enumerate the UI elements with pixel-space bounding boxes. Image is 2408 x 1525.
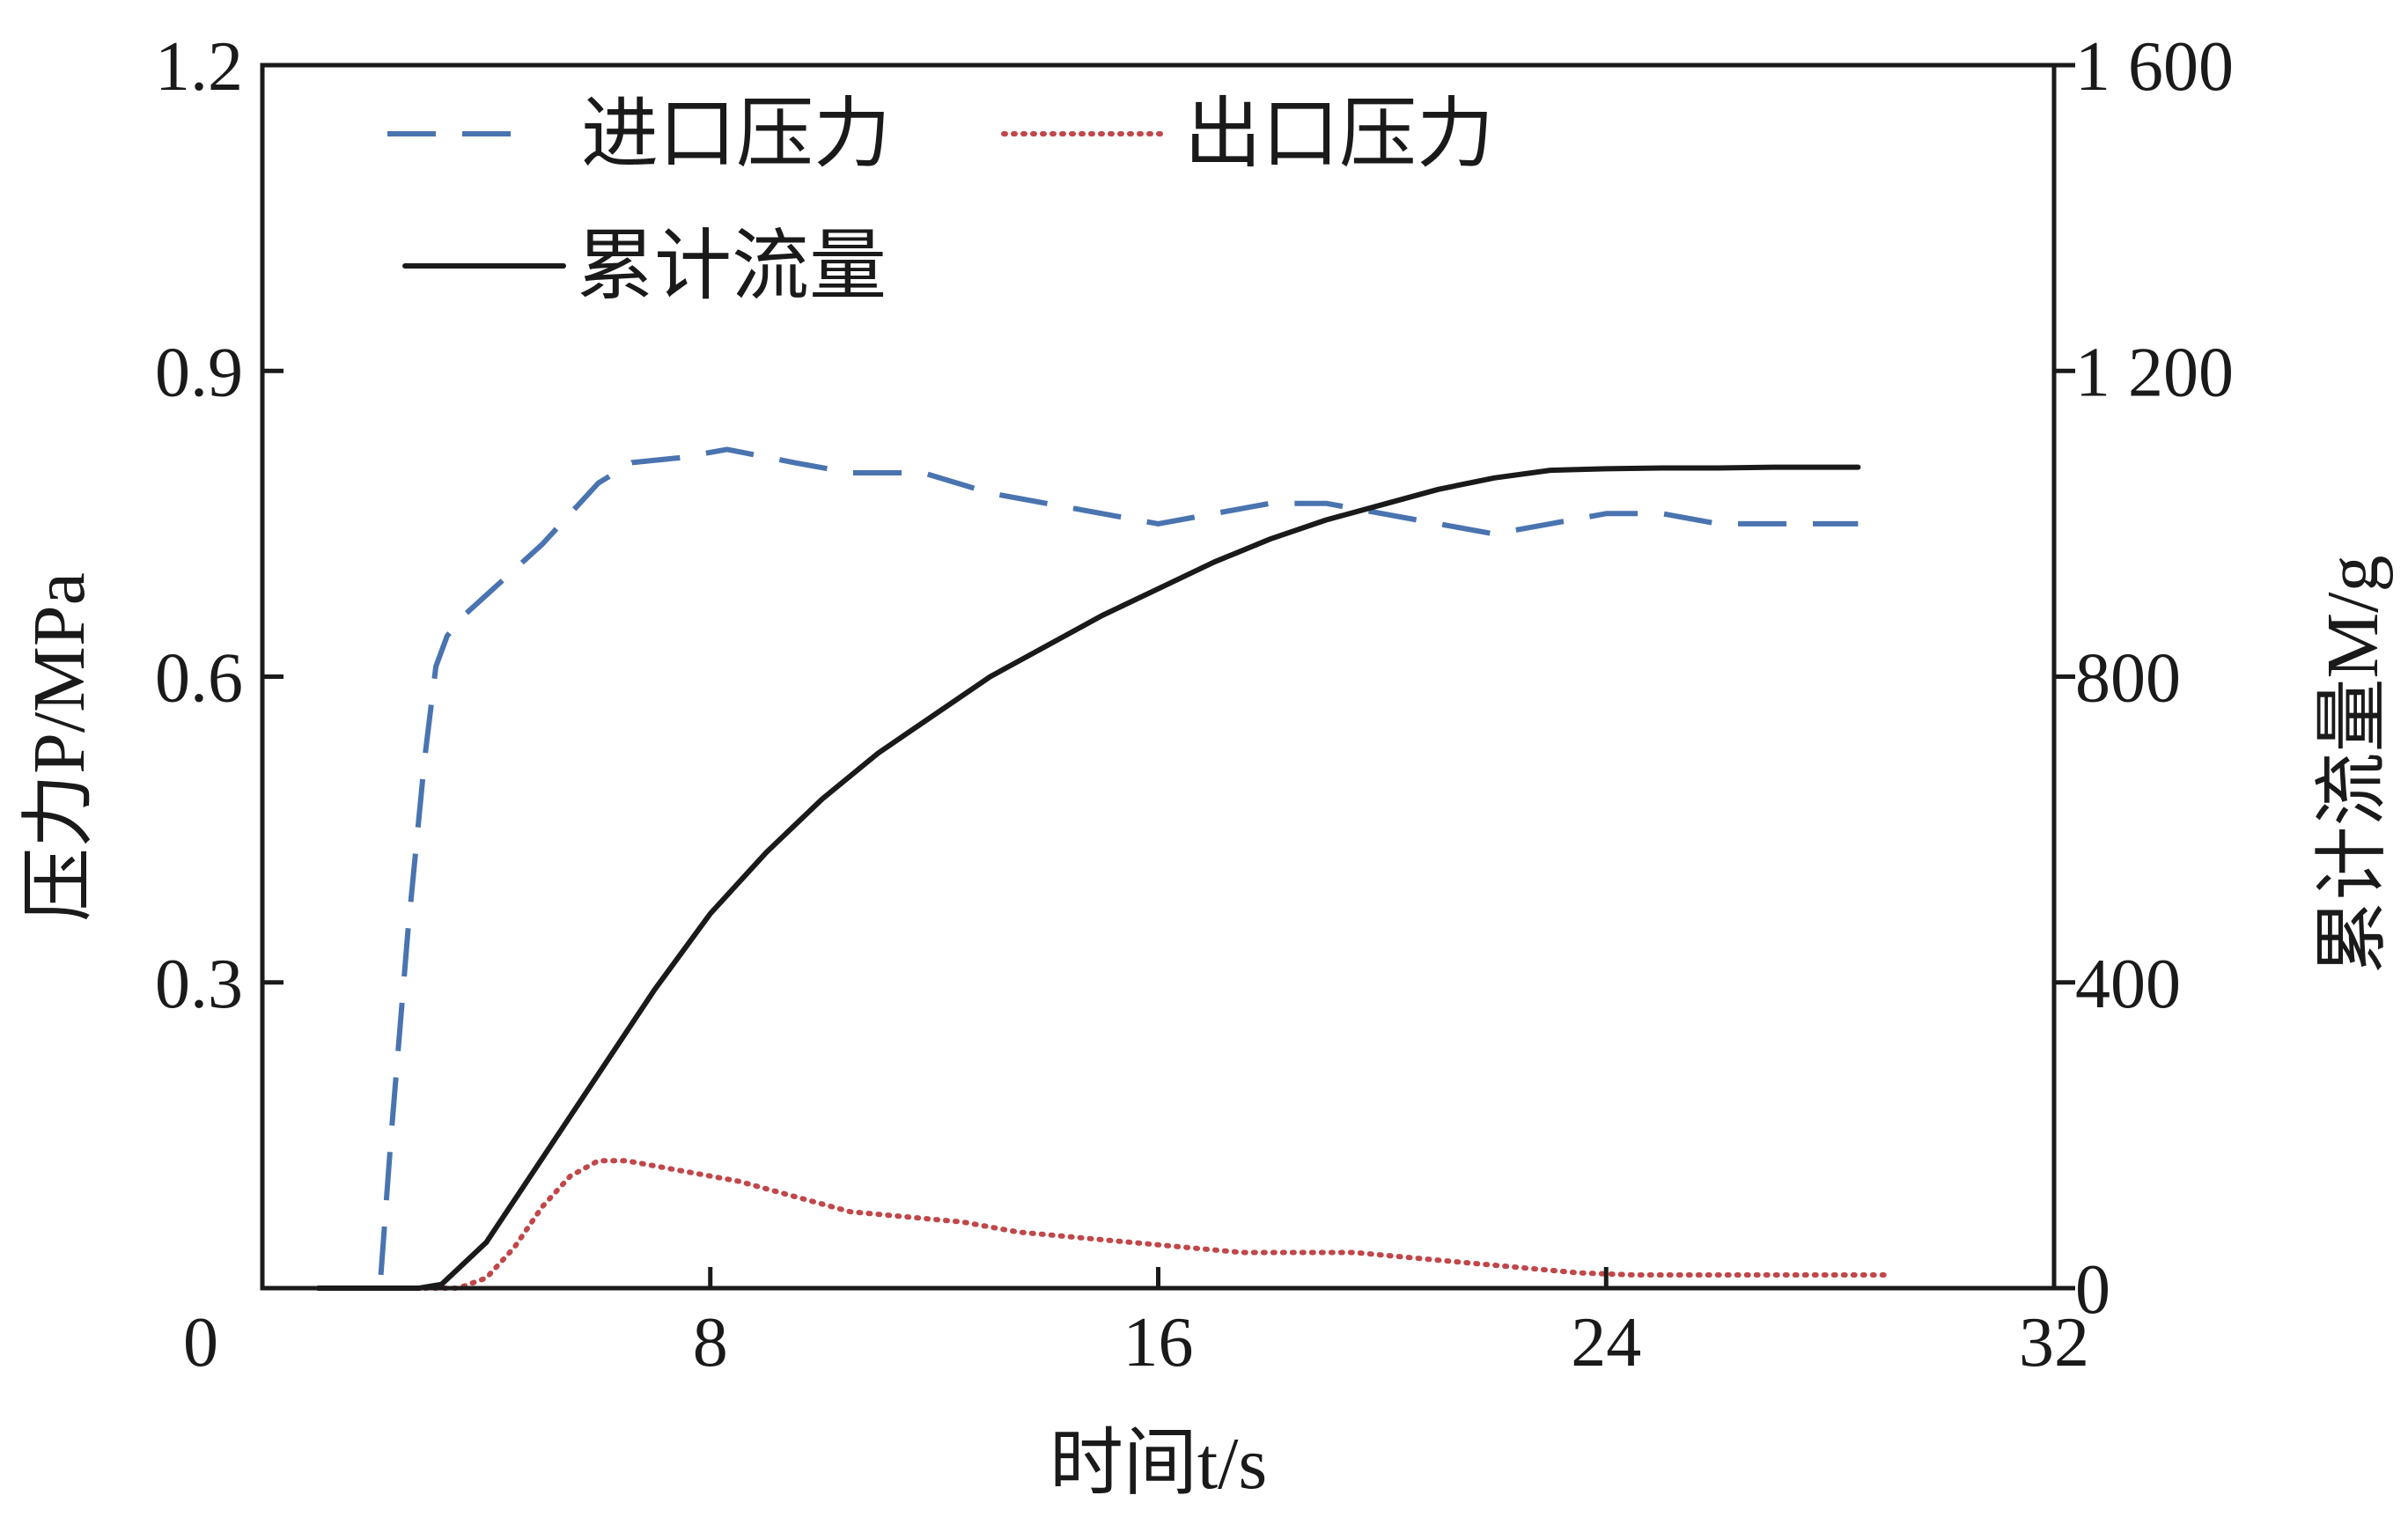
right-y-tick-label: 0 xyxy=(2075,1251,2110,1329)
left-y-tick-label: 0.3 xyxy=(155,946,243,1023)
right-y-tick-label: 800 xyxy=(2075,640,2181,718)
legend: 进口压力 出口压力 累计流量 xyxy=(387,92,1494,310)
right-y-axis-title: 累计流量M/g xyxy=(2312,555,2394,974)
outlet-pressure-line xyxy=(315,1158,1889,1291)
ticks-layer: 0 8 16 24 32 0.3 0.6 0.9 1.2 0 400 800 1 200 1 600 xyxy=(155,28,2234,1381)
legend-label-cumulative-flow: 累计流量 xyxy=(577,225,887,310)
inlet-pressure-line xyxy=(318,446,1859,1291)
right-y-tick-label: 1 200 xyxy=(2075,334,2234,411)
x-tick-label: 24 xyxy=(1571,1304,1641,1381)
legend-label-outlet-pressure: 出口压力 xyxy=(1184,92,1494,178)
x-tick-label: 8 xyxy=(693,1304,728,1381)
left-y-tick-label: 1.2 xyxy=(155,28,243,106)
right-y-tick-label: 400 xyxy=(2075,946,2181,1023)
legend-label-inlet-pressure: 进口压力 xyxy=(581,92,891,178)
x-tick-label: 16 xyxy=(1123,1304,1194,1381)
left-y-tick-label: 0.9 xyxy=(155,334,243,411)
left-y-tick-label: 0.6 xyxy=(155,640,243,718)
x-tick-label: 32 xyxy=(2019,1304,2089,1381)
cumulative-flow-line xyxy=(315,464,1861,1291)
x-axis-title: 时间t/s xyxy=(1049,1423,1267,1505)
x-tick-label: 0 xyxy=(183,1304,218,1381)
series-layer xyxy=(315,446,1889,1291)
plot-frame xyxy=(260,63,2057,1291)
left-y-axis-title: 压力P/MPa xyxy=(18,572,100,922)
right-y-tick-label: 1 600 xyxy=(2075,28,2234,106)
